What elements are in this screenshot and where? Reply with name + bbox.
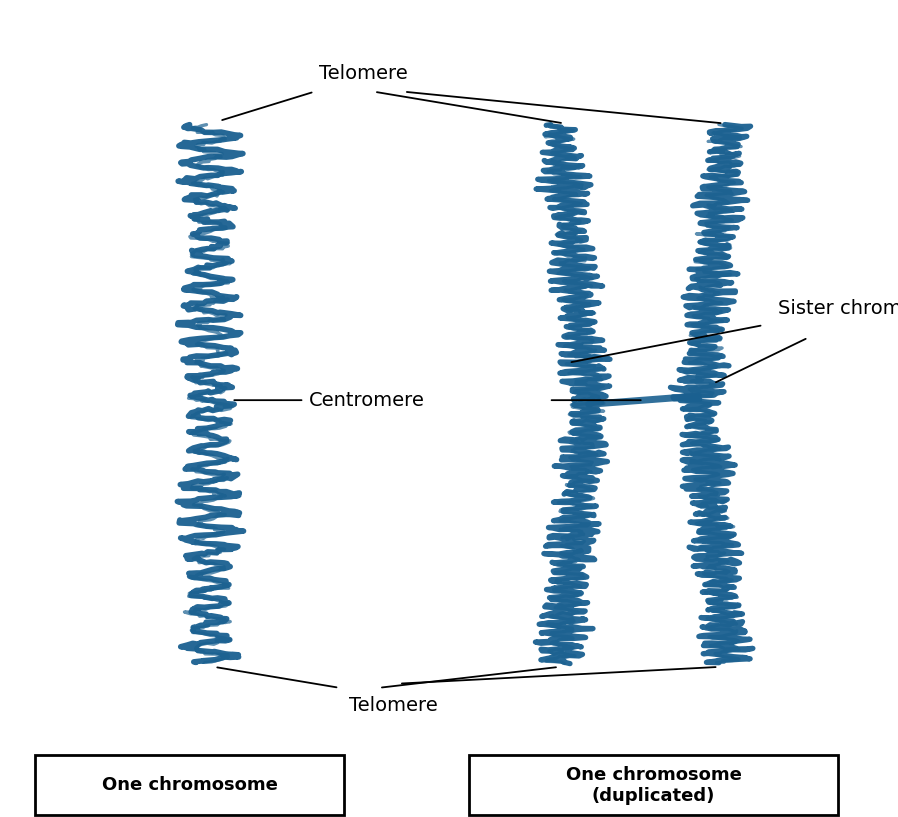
Bar	[35, 755, 344, 815]
Bar	[469, 755, 838, 815]
Text: Telomere: Telomere	[320, 65, 408, 83]
Text: Sister chromatid: Sister chromatid	[779, 299, 898, 318]
Text: One chromosome: One chromosome	[101, 776, 277, 794]
Text: One chromosome
(duplicated): One chromosome (duplicated)	[566, 766, 742, 805]
Text: Telomere: Telomere	[349, 696, 438, 715]
Text: Centromere: Centromere	[309, 391, 425, 409]
